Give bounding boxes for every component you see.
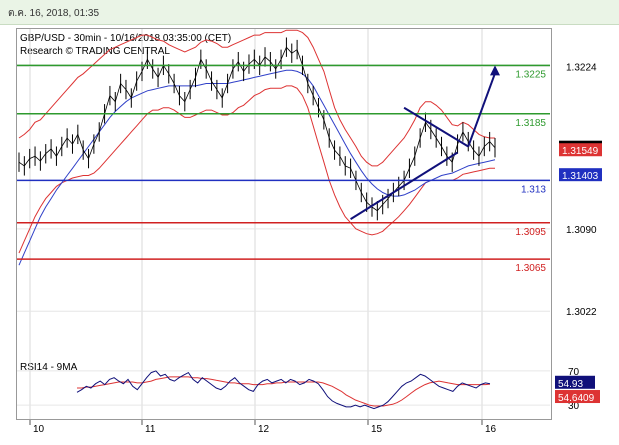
projection-arrow-head xyxy=(490,65,500,76)
y-tick-label: 1.3022 xyxy=(566,307,597,318)
rsi-value-tag-bg xyxy=(555,375,595,389)
y-tick-label: 1.3090 xyxy=(566,225,597,236)
level-label: 1.3095 xyxy=(515,227,546,238)
level-label: 1.313 xyxy=(521,184,546,195)
x-tick-label: 11 xyxy=(145,424,156,435)
rsi-title: RSI14 - 9MA xyxy=(20,362,78,373)
chart-title: GBP/USD - 30min - 10/16/2018 03:35:00 (C… xyxy=(20,33,232,44)
top-bar: ต.ค. 16, 2018, 01:35 xyxy=(0,0,619,25)
moving-average-line xyxy=(18,69,496,266)
level-label: 1.3065 xyxy=(515,263,546,274)
x-tick-label: 12 xyxy=(258,424,270,435)
band-upper-tag-bg xyxy=(559,143,602,157)
x-tick-label: 10 xyxy=(33,424,45,435)
level-label: 1.3185 xyxy=(515,118,546,129)
x-tick-label: 15 xyxy=(371,424,383,435)
rsi-tick-label: 70 xyxy=(568,367,580,378)
y-tick-label: 1.3224 xyxy=(566,63,597,74)
triangle-support-line xyxy=(350,151,459,220)
rsi-ma-line xyxy=(77,376,491,407)
rsi-value-tag: 54.93 xyxy=(558,379,583,390)
rsi-tick-label: 30 xyxy=(568,401,580,412)
band-lower-tag: 1.31403 xyxy=(562,171,599,182)
band-lower-tag-bg xyxy=(559,168,602,182)
bollinger-upper-line xyxy=(18,29,495,167)
rsi-ma-tag: 54.6409 xyxy=(558,393,595,404)
x-tick-label: 16 xyxy=(485,424,497,435)
band-upper-tag: 1.31549 xyxy=(562,146,599,157)
price-line xyxy=(18,46,496,212)
rsi-panel[interactable] xyxy=(16,357,552,420)
bollinger-lower-line xyxy=(18,85,495,254)
rsi-ma-tag-bg xyxy=(555,390,600,404)
datetime-label: ต.ค. 16, 2018, 01:35 xyxy=(8,8,100,19)
rsi-line xyxy=(76,370,491,410)
projection-arrow-line xyxy=(467,72,496,147)
triangle-resistance-line xyxy=(403,106,469,148)
price-chart-panel[interactable] xyxy=(16,28,552,358)
chart-subtitle: Research © TRADING CENTRAL xyxy=(20,46,170,57)
level-label: 1.3225 xyxy=(515,69,546,80)
